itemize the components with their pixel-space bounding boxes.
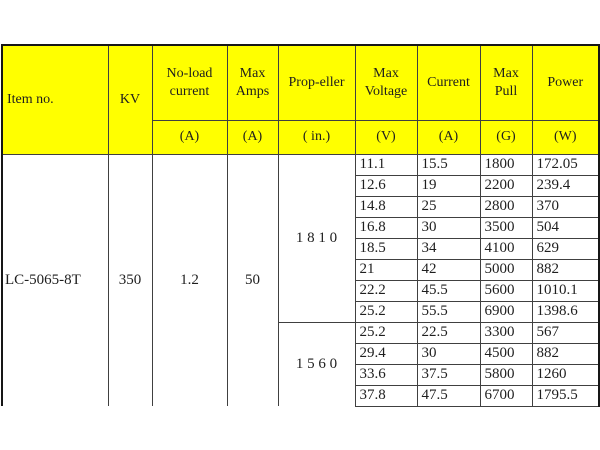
cell-power: 172.05 xyxy=(531,153,600,176)
cell-current: 55.5 xyxy=(416,300,481,323)
cell-voltage: 12.6 xyxy=(354,174,418,197)
data-row: LC-5065-8T 350 1.2 50 1 8 1 0 11.1 15.5 … xyxy=(1,153,600,406)
unit-max-voltage: (V) xyxy=(354,119,418,155)
data-row: 12.6 19 2200 239.4 xyxy=(2,174,600,197)
unit-max-amps: (A) xyxy=(226,119,279,155)
unit-power: (W) xyxy=(531,119,600,155)
cell-pull: 6700 xyxy=(479,384,533,407)
col-header-power: Power xyxy=(531,44,600,121)
col-header-kv: KV xyxy=(107,44,153,155)
cell-voltage: 22.2 xyxy=(354,279,418,302)
cell-voltage: 25.2 xyxy=(354,300,418,323)
cell-item-no: LC-5065-8T xyxy=(1,153,109,406)
data-row: 25.2 55.5 6900 1398.6 xyxy=(2,300,600,323)
cell-pull: 2200 xyxy=(479,174,533,197)
cell-voltage: 16.8 xyxy=(354,216,418,239)
cell-current: 34 xyxy=(416,237,481,260)
cell-voltage: 33.6 xyxy=(354,363,418,386)
cell-current: 45.5 xyxy=(416,279,481,302)
data-row: 14.8 25 2800 370 xyxy=(2,195,600,218)
header-row-units: (A) (A) ( in.) (V) (A) (G) (W) xyxy=(2,119,600,155)
cell-propeller-1560: 1 5 6 0 xyxy=(277,321,356,406)
data-row: 16.8 30 3500 504 xyxy=(2,216,600,239)
cell-voltage: 29.4 xyxy=(354,342,418,365)
cell-power: 370 xyxy=(531,195,600,218)
cell-current: 47.5 xyxy=(416,384,481,407)
cell-power: 1260 xyxy=(531,363,600,386)
cell-power: 1010.1 xyxy=(531,279,600,302)
col-header-max-pull: Max Pull xyxy=(479,44,533,121)
cell-current: 25 xyxy=(416,195,481,218)
unit-max-pull: (G) xyxy=(479,119,533,155)
cell-pull: 4500 xyxy=(479,342,533,365)
cell-kv: 350 xyxy=(107,153,153,406)
col-header-propeller: Prop-eller xyxy=(277,44,356,121)
cell-pull: 5800 xyxy=(479,363,533,386)
cell-pull: 4100 xyxy=(479,237,533,260)
unit-current: (A) xyxy=(416,119,481,155)
cell-power: 567 xyxy=(531,321,600,344)
data-row: 29.4 30 4500 882 xyxy=(2,342,600,365)
cell-voltage: 37.8 xyxy=(354,384,418,407)
cell-current: 37.5 xyxy=(416,363,481,386)
cell-voltage: 18.5 xyxy=(354,237,418,260)
col-header-max-amps: Max Amps xyxy=(226,44,279,121)
cell-current: 15.5 xyxy=(416,153,481,176)
cell-current: 22.5 xyxy=(416,321,481,344)
cell-power: 1795.5 xyxy=(531,384,600,407)
col-header-no-load-current: No-load current xyxy=(151,44,228,121)
cell-current: 30 xyxy=(416,342,481,365)
cell-no-load-current: 1.2 xyxy=(151,153,228,406)
motor-spec-table: Item no. KV No-load current Max Amps Pro… xyxy=(1,44,600,407)
data-row: 37.8 47.5 6700 1795.5 xyxy=(2,384,600,407)
data-row: 1 5 6 0 25.2 22.5 3300 567 xyxy=(2,321,600,406)
cell-pull: 5600 xyxy=(479,279,533,302)
cell-pull: 6900 xyxy=(479,300,533,323)
cell-power: 239.4 xyxy=(531,174,600,197)
cell-voltage: 11.1 xyxy=(354,153,418,176)
cell-max-amps: 50 xyxy=(226,153,279,406)
cell-pull: 1800 xyxy=(479,153,533,176)
cell-power: 504 xyxy=(531,216,600,239)
data-row: 21 42 5000 882 xyxy=(2,258,600,281)
cell-pull: 3500 xyxy=(479,216,533,239)
cell-voltage: 14.8 xyxy=(354,195,418,218)
cell-power: 1398.6 xyxy=(531,300,600,323)
cell-voltage: 25.2 xyxy=(354,321,418,344)
data-row: 33.6 37.5 5800 1260 xyxy=(2,363,600,386)
cell-pull: 5000 xyxy=(479,258,533,281)
cell-voltage: 21 xyxy=(354,258,418,281)
col-header-item-no: Item no. xyxy=(1,44,109,155)
cell-current: 30 xyxy=(416,216,481,239)
col-header-max-voltage: Max Voltage xyxy=(354,44,418,121)
unit-no-load-current: (A) xyxy=(151,119,228,155)
cell-pull: 3300 xyxy=(479,321,533,344)
cell-power: 629 xyxy=(531,237,600,260)
cell-pull: 2800 xyxy=(479,195,533,218)
unit-propeller: ( in.) xyxy=(277,119,356,155)
cell-power: 882 xyxy=(531,342,600,365)
cell-current: 42 xyxy=(416,258,481,281)
cell-current: 19 xyxy=(416,174,481,197)
cell-propeller-1810: 1 8 1 0 xyxy=(277,153,356,323)
cell-power: 882 xyxy=(531,258,600,281)
header-row-labels: Item no. KV No-load current Max Amps Pro… xyxy=(1,44,600,155)
col-header-current: Current xyxy=(416,44,481,121)
